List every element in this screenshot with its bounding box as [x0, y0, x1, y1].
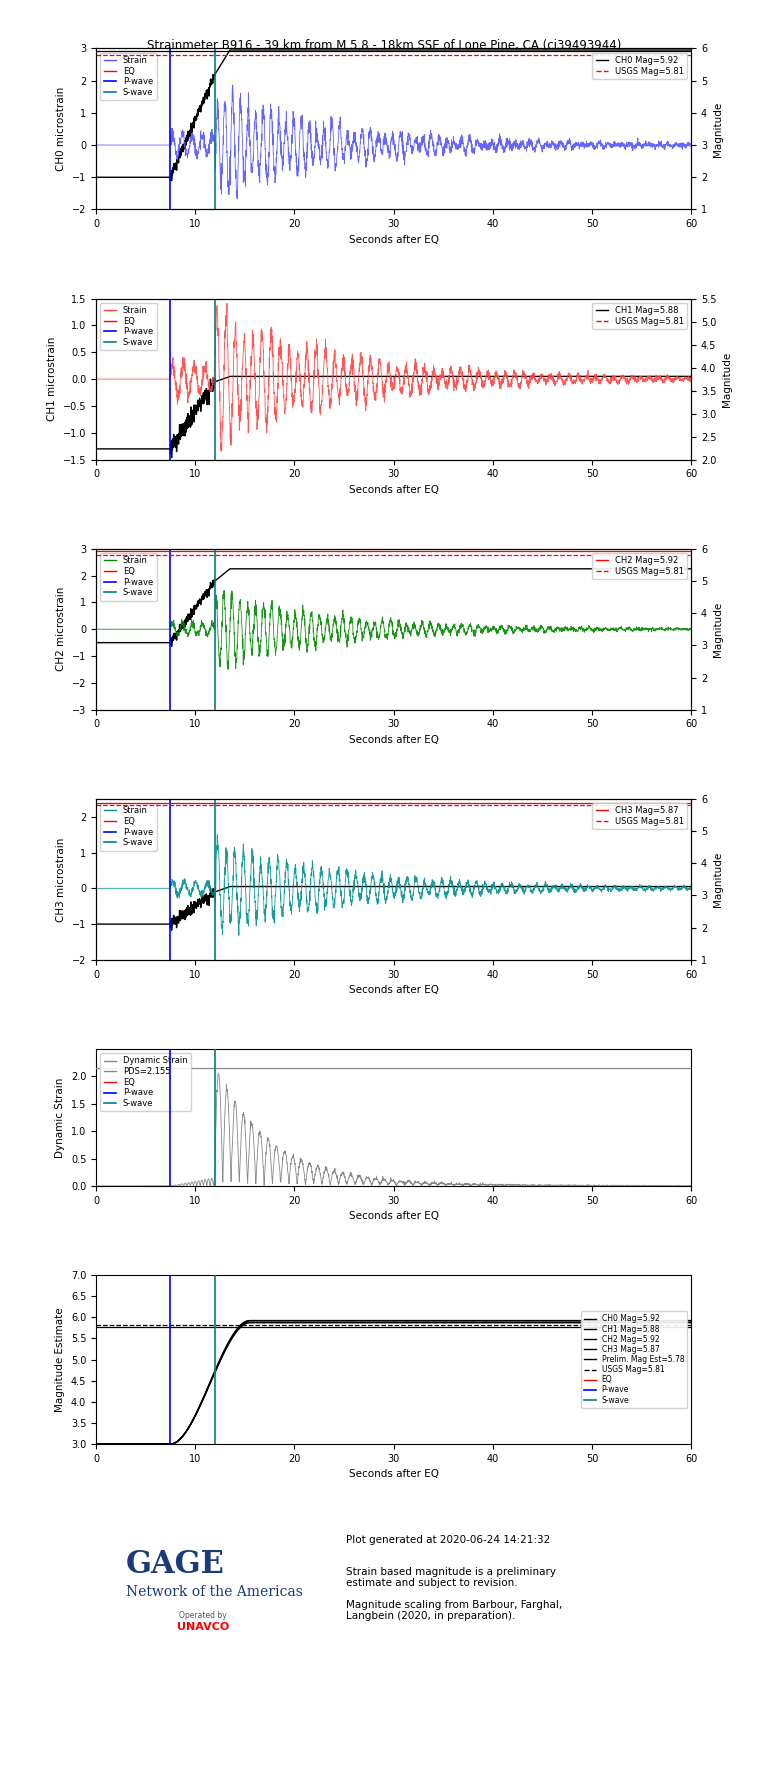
CH3 Mag=5.87 [194, 1398, 204, 1419]
CH2 Mag=5.92 [91, 1434, 101, 1455]
CH1 Mag=5.88 [159, 1434, 168, 1455]
CH2 Mag=5.92 [687, 1310, 696, 1331]
Legend: CH1 Mag=5.88, USGS Mag=5.81: CH1 Mag=5.88, USGS Mag=5.81 [592, 303, 687, 330]
CH0 Mag=5.92 [687, 1310, 696, 1331]
CH3 Mag=5.87 [346, 1312, 355, 1333]
Line: CH1 Mag=5.88: CH1 Mag=5.88 [96, 1322, 691, 1444]
USGS Mag=5.81 [91, 1315, 101, 1337]
Legend: Strain, EQ, P-wave, S-wave: Strain, EQ, P-wave, S-wave [100, 554, 157, 600]
CH2 Mag=5.92 [159, 1434, 168, 1455]
Legend: CH3 Mag=5.87, USGS Mag=5.81: CH3 Mag=5.87, USGS Mag=5.81 [592, 803, 687, 830]
CH1 Mag=5.88 [346, 1312, 355, 1333]
X-axis label: Seconds after EQ: Seconds after EQ [349, 735, 439, 745]
Y-axis label: CH2 microstrain: CH2 microstrain [56, 588, 66, 672]
CH2 Mag=5.92 [245, 1310, 254, 1331]
CH3 Mag=5.87 [611, 1312, 621, 1333]
Prelim. Mag Est=5.78 [101, 1315, 111, 1337]
CH2 Mag=5.92 [346, 1310, 355, 1331]
Legend: Strain, EQ, P-wave, S-wave: Strain, EQ, P-wave, S-wave [100, 303, 157, 351]
Legend: Dynamic Strain, PDS=2.155, EQ, P-wave, S-wave: Dynamic Strain, PDS=2.155, EQ, P-wave, S… [100, 1054, 190, 1111]
Legend: Strain, EQ, P-wave, S-wave: Strain, EQ, P-wave, S-wave [100, 52, 157, 100]
Y-axis label: CH3 microstrain: CH3 microstrain [56, 837, 66, 921]
CH3 Mag=5.87 [319, 1312, 329, 1333]
Text: GAGE: GAGE [126, 1548, 224, 1581]
CH3 Mag=5.87 [245, 1312, 254, 1333]
CH1 Mag=5.88 [91, 1434, 101, 1455]
CH1 Mag=5.88 [319, 1312, 329, 1333]
Text: Magnitude scaling from Barbour, Farghal,
Langbein (2020, in preparation).: Magnitude scaling from Barbour, Farghal,… [346, 1600, 562, 1622]
Legend: CH0 Mag=5.92, CH1 Mag=5.88, CH2 Mag=5.92, CH3 Mag=5.87, Prelim. Mag Est=5.78, US: CH0 Mag=5.92, CH1 Mag=5.88, CH2 Mag=5.92… [581, 1312, 687, 1409]
X-axis label: Seconds after EQ: Seconds after EQ [349, 486, 439, 495]
CH3 Mag=5.87 [159, 1434, 168, 1455]
X-axis label: Seconds after EQ: Seconds after EQ [349, 986, 439, 995]
Text: Operated by: Operated by [179, 1611, 227, 1620]
Line: CH2 Mag=5.92: CH2 Mag=5.92 [96, 1321, 691, 1444]
CH0 Mag=5.92 [346, 1310, 355, 1331]
Text: UNAVCO: UNAVCO [177, 1622, 230, 1633]
Y-axis label: Magnitude Estimate: Magnitude Estimate [55, 1306, 65, 1412]
X-axis label: Seconds after EQ: Seconds after EQ [349, 235, 439, 246]
CH2 Mag=5.92 [194, 1396, 204, 1417]
X-axis label: Seconds after EQ: Seconds after EQ [349, 1211, 439, 1220]
Y-axis label: Magnitude: Magnitude [713, 602, 723, 658]
Line: CH0 Mag=5.92: CH0 Mag=5.92 [96, 1321, 691, 1444]
Legend: CH2 Mag=5.92, USGS Mag=5.81: CH2 Mag=5.92, USGS Mag=5.81 [592, 554, 687, 579]
CH0 Mag=5.92 [194, 1396, 204, 1417]
CH0 Mag=5.92 [611, 1310, 621, 1331]
Y-axis label: CH1 microstrain: CH1 microstrain [47, 337, 58, 421]
Text: Plot generated at 2020-06-24 14:21:32: Plot generated at 2020-06-24 14:21:32 [346, 1536, 550, 1545]
Line: CH3 Mag=5.87: CH3 Mag=5.87 [96, 1322, 691, 1444]
Text: Strain based magnitude is a preliminary
estimate and subject to revision.: Strain based magnitude is a preliminary … [346, 1566, 556, 1588]
X-axis label: Seconds after EQ: Seconds after EQ [349, 1469, 439, 1480]
Text: Network of the Americas: Network of the Americas [126, 1584, 303, 1598]
CH1 Mag=5.88 [194, 1398, 204, 1419]
Y-axis label: Magnitude: Magnitude [722, 351, 732, 407]
Y-axis label: CH0 microstrain: CH0 microstrain [56, 86, 66, 170]
Prelim. Mag Est=5.78 [91, 1315, 101, 1337]
CH0 Mag=5.92 [319, 1310, 329, 1331]
CH0 Mag=5.92 [159, 1434, 168, 1455]
CH1 Mag=5.88 [611, 1312, 621, 1333]
CH1 Mag=5.88 [675, 1312, 684, 1333]
CH1 Mag=5.88 [245, 1312, 254, 1333]
Y-axis label: Magnitude: Magnitude [713, 102, 723, 156]
USGS Mag=5.81 [101, 1315, 111, 1337]
CH1 Mag=5.88 [687, 1312, 696, 1333]
Text: Strainmeter B916 - 39 km from M 5.8 - 18km SSE of Lone Pine, CA (ci39493944): Strainmeter B916 - 39 km from M 5.8 - 18… [147, 39, 621, 52]
Legend: CH0 Mag=5.92, USGS Mag=5.81: CH0 Mag=5.92, USGS Mag=5.81 [592, 52, 687, 79]
CH2 Mag=5.92 [675, 1310, 684, 1331]
CH3 Mag=5.87 [91, 1434, 101, 1455]
CH3 Mag=5.87 [687, 1312, 696, 1333]
Legend: Strain, EQ, P-wave, S-wave: Strain, EQ, P-wave, S-wave [100, 803, 157, 851]
Y-axis label: Dynamic Strain: Dynamic Strain [55, 1077, 65, 1158]
CH0 Mag=5.92 [245, 1310, 254, 1331]
CH0 Mag=5.92 [91, 1434, 101, 1455]
CH3 Mag=5.87 [675, 1312, 684, 1333]
CH0 Mag=5.92 [675, 1310, 684, 1331]
CH2 Mag=5.92 [319, 1310, 329, 1331]
Y-axis label: Magnitude: Magnitude [713, 851, 723, 907]
CH2 Mag=5.92 [611, 1310, 621, 1331]
